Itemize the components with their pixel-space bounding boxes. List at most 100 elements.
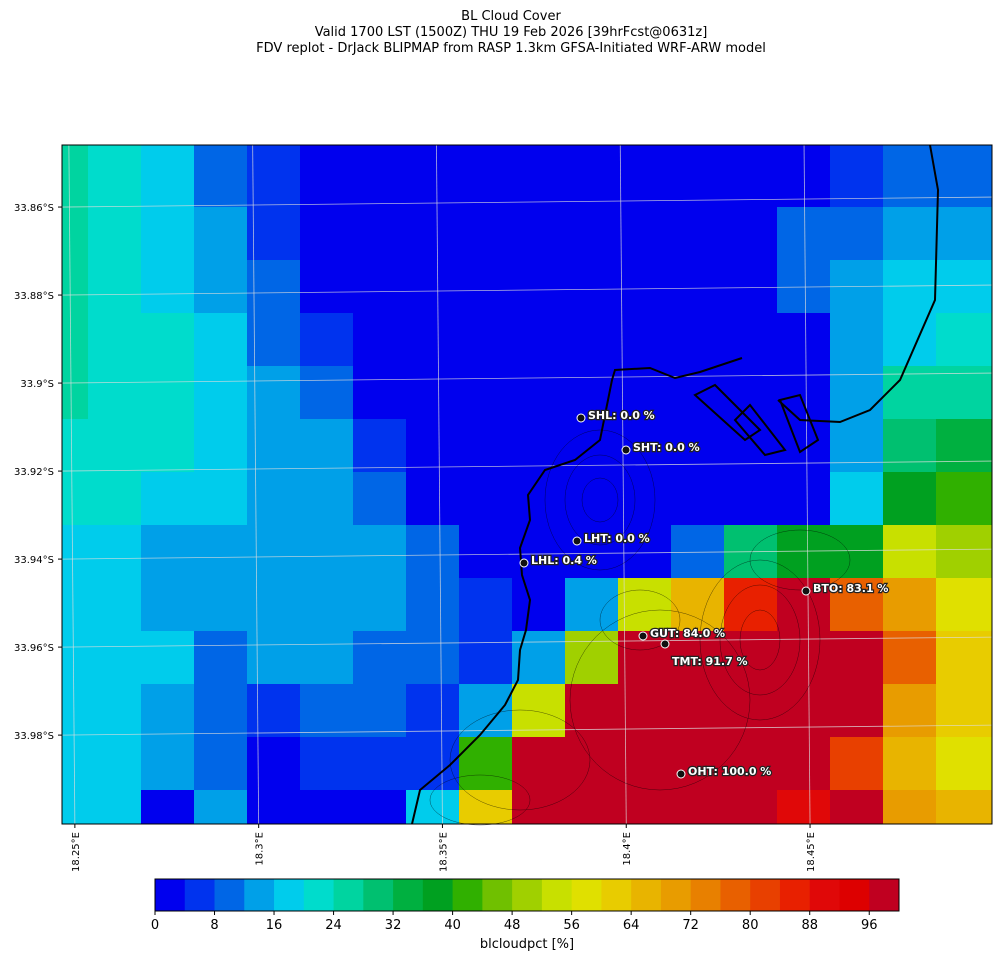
grid-cell [141,472,195,526]
grid-cell [88,419,142,473]
grid-cell [300,684,354,738]
colorbar-label: blcloudpct [%] [480,937,574,952]
colorbar-tick-label: 16 [266,918,283,933]
grid-cell [194,472,248,526]
grid-line [61,284,993,296]
grid-cell [883,525,937,579]
grid-cell [777,472,831,526]
grid-cell [883,472,937,526]
station-dot [572,536,582,546]
grid-cell [88,631,142,685]
grid-cell [936,790,993,825]
colorbar-tick-label: 32 [385,918,402,933]
colorbar-segment [750,879,781,911]
grid-cell [62,525,89,579]
subtitle: FDV replot - DrJack BLIPMAP from RASP 1.… [256,41,766,56]
grid-cell [300,207,354,261]
grid-cell [830,525,884,579]
grid-cell [88,145,142,208]
x-tick-label: 18.35°E [438,832,449,872]
grid-cell [830,472,884,526]
grid-cell [459,260,513,314]
grid-cell [194,419,248,473]
colorbar-tick-label: 24 [325,918,342,933]
grid-cell [459,578,513,632]
grid-cell [512,578,566,632]
colorbar-segment [155,879,186,911]
title: BL Cloud Cover [461,9,561,24]
grid-cell [247,207,301,261]
grid-cell [194,790,248,825]
grid-cell [671,313,725,367]
x-tick-label: 18.4°E [622,832,633,866]
grid-cell [62,684,89,738]
x-tick-label: 18.45°E [806,832,817,872]
grid-cell [830,207,884,261]
grid-cell [88,684,142,738]
cloud-grid [62,145,993,825]
colorbar-tick-label: 80 [742,918,759,933]
grid-cell [936,260,993,314]
grid-line [252,144,260,825]
grid-cell [353,366,407,420]
grid-cell [777,419,831,473]
grid-cell [194,366,248,420]
grid-cell [671,419,725,473]
grid-cell [830,578,884,632]
grid-cell [512,145,566,208]
grid-cell [194,145,248,208]
grid-cell [777,207,831,261]
grid-cell [883,260,937,314]
colorbar-segment [184,879,215,911]
subtitle: Valid 1700 LST (1500Z) THU 19 Feb 2026 [… [315,25,708,40]
grid-cell [247,525,301,579]
grid-cell [300,578,354,632]
colorbar-segment [839,879,870,911]
grid-cell [883,631,937,685]
stations: SHL: 0.0 % SHT: 0.0 % LHT: 0.0 % LHL: 0.4 %… [519,408,890,779]
grid-cell [512,684,566,738]
station-dot [576,413,586,423]
grid-cell [247,419,301,473]
grid-cell [512,631,566,685]
y-tick-label: 33.9°S [20,379,54,390]
grid-cell [671,207,725,261]
grid-cell [565,790,619,825]
grid-cell [936,684,993,738]
y-tick-label: 33.86°S [14,203,54,214]
grid-cell [618,313,672,367]
grid-cell [777,737,831,791]
colorbar-tick-label: 56 [563,918,580,933]
grid-cell [936,631,993,685]
grid-cell [830,631,884,685]
grid-cell [62,419,89,473]
grid-cell [353,684,407,738]
grid-cell [724,578,778,632]
grid-cell [141,525,195,579]
grid-cell [406,472,460,526]
grid-cell [247,737,301,791]
grid-cell [565,525,619,579]
grid-cell [141,260,195,314]
grid-cell [406,366,460,420]
grid-cell [565,737,619,791]
grid-cell [883,207,937,261]
grid-cell [300,260,354,314]
coastline [411,144,940,825]
colorbar-tick-label: 96 [861,918,878,933]
grid-cell [565,313,619,367]
colorbar-tick-label: 8 [210,918,218,933]
grid-cell [671,472,725,526]
grid-cell [194,631,248,685]
station-label: TMT: 91.7 % [672,655,748,668]
grid-cell [194,737,248,791]
grid-cell [406,525,460,579]
grid-cell [247,145,301,208]
grid-cell [459,313,513,367]
grid-cell [247,366,301,420]
grid-cell [300,525,354,579]
grid-line [68,144,76,825]
grid-cell [618,684,672,738]
grid-cell [512,366,566,420]
grid-cell [512,313,566,367]
